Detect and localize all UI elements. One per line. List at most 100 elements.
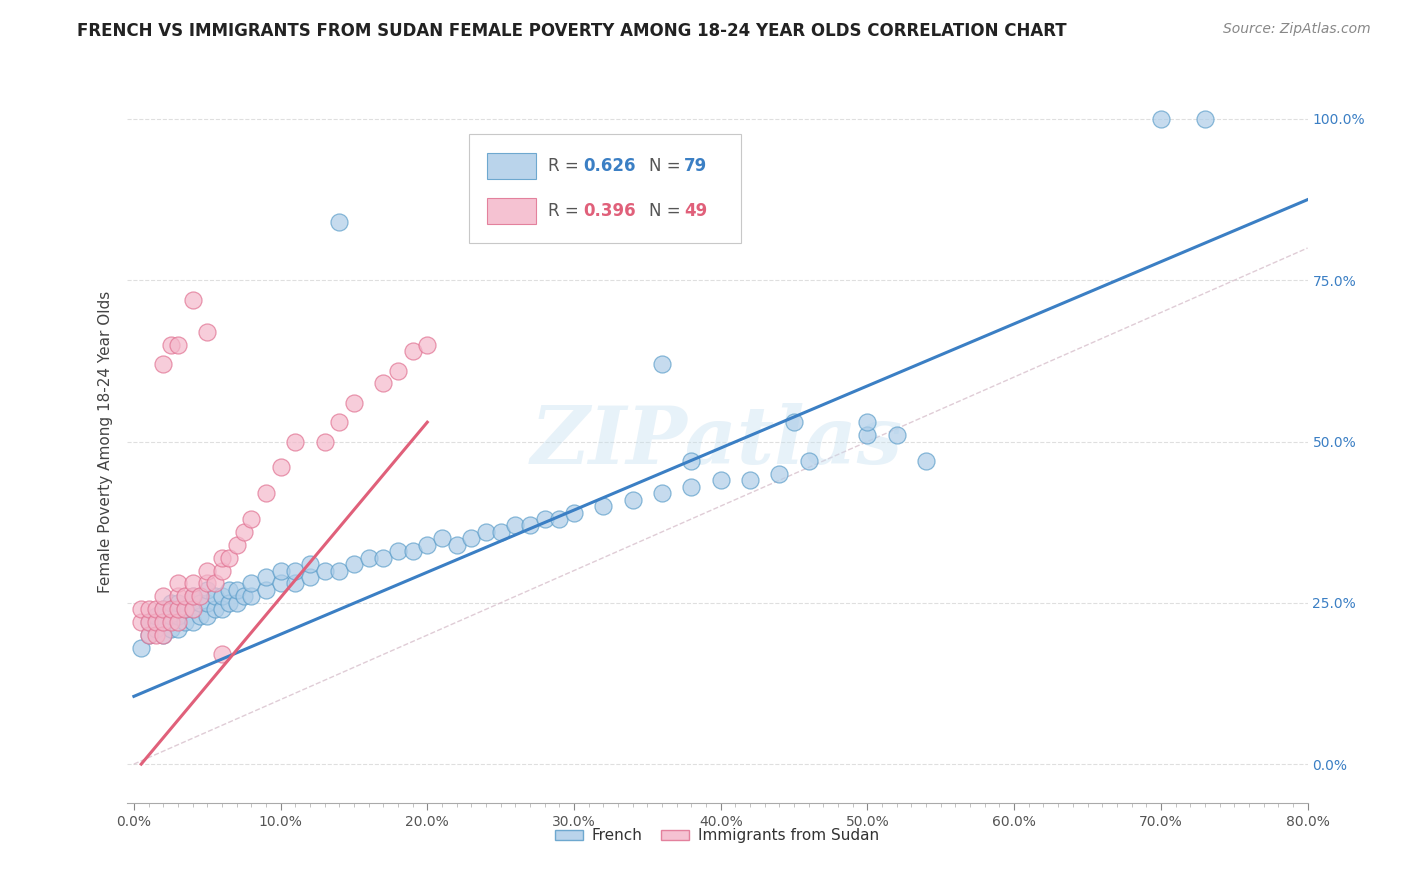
Text: R =: R = [548, 157, 583, 176]
Point [343, 396, 366, 410]
Point [138, 615, 160, 630]
Point [211, 602, 233, 616]
Point [188, 608, 211, 623]
Point [174, 615, 197, 630]
Point [387, 363, 409, 377]
Point [138, 615, 160, 630]
Point [167, 615, 190, 630]
Point [681, 454, 703, 468]
Point [211, 550, 233, 565]
Point [328, 415, 350, 429]
Y-axis label: Female Poverty Among 18-24 Year Olds: Female Poverty Among 18-24 Year Olds [98, 291, 114, 592]
Point [159, 615, 181, 630]
Point [357, 550, 380, 565]
Text: N =: N = [648, 157, 686, 176]
Point [181, 602, 204, 616]
Point [562, 506, 585, 520]
Point [401, 344, 423, 359]
Point [298, 570, 321, 584]
Point [489, 524, 512, 539]
Point [167, 608, 190, 623]
Point [129, 602, 152, 616]
Point [254, 486, 277, 500]
Point [167, 602, 190, 616]
Point [181, 590, 204, 604]
Point [218, 550, 240, 565]
Point [129, 640, 152, 655]
Point [768, 467, 790, 481]
Point [152, 602, 174, 616]
Point [195, 608, 218, 623]
Text: Source: ZipAtlas.com: Source: ZipAtlas.com [1223, 22, 1371, 37]
Point [430, 531, 453, 545]
Text: 0.396: 0.396 [583, 202, 637, 220]
Point [797, 454, 820, 468]
Point [284, 576, 307, 591]
Point [240, 576, 263, 591]
Point [298, 557, 321, 571]
Point [446, 538, 468, 552]
Text: 49: 49 [683, 202, 707, 220]
Point [181, 615, 204, 630]
Point [240, 590, 263, 604]
Point [145, 615, 167, 630]
Point [174, 602, 197, 616]
Point [328, 215, 350, 229]
Point [195, 576, 218, 591]
Point [270, 564, 292, 578]
Point [167, 576, 190, 591]
Point [145, 622, 167, 636]
FancyBboxPatch shape [486, 198, 536, 224]
Point [174, 590, 197, 604]
Point [240, 512, 263, 526]
FancyBboxPatch shape [470, 135, 741, 243]
Point [159, 602, 181, 616]
Point [204, 576, 226, 591]
Point [167, 338, 190, 352]
Point [710, 473, 733, 487]
Point [159, 596, 181, 610]
Point [174, 602, 197, 616]
Point [232, 524, 254, 539]
Point [188, 590, 211, 604]
Point [188, 596, 211, 610]
Point [138, 628, 160, 642]
Point [387, 544, 409, 558]
Point [651, 486, 673, 500]
Point [738, 473, 761, 487]
Point [314, 434, 336, 449]
Point [159, 338, 181, 352]
Point [195, 325, 218, 339]
Point [548, 512, 571, 526]
Point [145, 628, 167, 642]
Text: R =: R = [548, 202, 583, 220]
Point [519, 518, 541, 533]
Point [232, 590, 254, 604]
Point [225, 538, 247, 552]
Point [152, 628, 174, 642]
Point [915, 454, 938, 468]
Point [886, 428, 908, 442]
Point [152, 357, 174, 371]
Point [533, 512, 555, 526]
Point [621, 492, 644, 507]
Point [460, 531, 482, 545]
Point [145, 602, 167, 616]
Point [475, 524, 498, 539]
Point [783, 415, 806, 429]
Point [328, 564, 350, 578]
Legend: French, Immigrants from Sudan: French, Immigrants from Sudan [550, 822, 884, 849]
Point [138, 602, 160, 616]
Point [343, 557, 366, 571]
Point [159, 608, 181, 623]
Text: FRENCH VS IMMIGRANTS FROM SUDAN FEMALE POVERTY AMONG 18-24 YEAR OLDS CORRELATION: FRENCH VS IMMIGRANTS FROM SUDAN FEMALE P… [77, 22, 1067, 40]
Point [505, 518, 527, 533]
Point [167, 622, 190, 636]
Point [181, 602, 204, 616]
Point [204, 590, 226, 604]
Point [159, 622, 181, 636]
Point [167, 590, 190, 604]
Point [218, 596, 240, 610]
Point [211, 590, 233, 604]
Point [211, 564, 233, 578]
